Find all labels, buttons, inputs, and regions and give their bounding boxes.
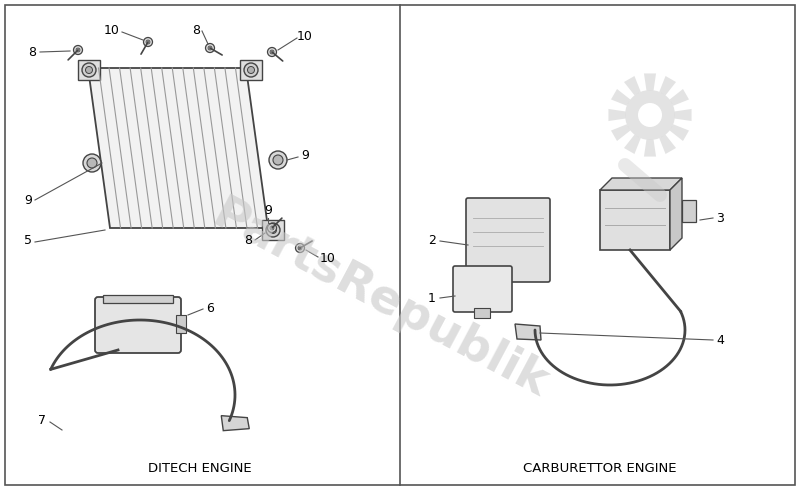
- Polygon shape: [659, 135, 676, 154]
- Bar: [262, 220, 284, 240]
- Text: 9: 9: [301, 148, 309, 162]
- Text: 10: 10: [104, 24, 120, 36]
- Circle shape: [270, 50, 274, 54]
- Bar: [474, 308, 490, 318]
- Polygon shape: [644, 74, 656, 90]
- Text: 2: 2: [428, 234, 436, 246]
- Circle shape: [625, 90, 675, 140]
- Bar: [176, 315, 186, 333]
- Circle shape: [146, 40, 150, 44]
- Circle shape: [76, 48, 80, 52]
- Text: 4: 4: [716, 334, 724, 346]
- Circle shape: [83, 154, 101, 172]
- Text: 10: 10: [320, 251, 336, 265]
- Circle shape: [269, 151, 287, 169]
- Polygon shape: [600, 178, 682, 190]
- Circle shape: [298, 246, 302, 250]
- Text: 8: 8: [244, 234, 252, 246]
- Circle shape: [273, 155, 283, 165]
- Circle shape: [208, 46, 212, 50]
- Polygon shape: [644, 140, 656, 157]
- Circle shape: [244, 63, 258, 77]
- Text: 10: 10: [297, 29, 313, 43]
- FancyBboxPatch shape: [453, 266, 512, 312]
- Polygon shape: [515, 324, 541, 340]
- Circle shape: [270, 226, 274, 230]
- Circle shape: [295, 244, 305, 252]
- Text: CARBURETTOR ENGINE: CARBURETTOR ENGINE: [523, 462, 677, 474]
- Polygon shape: [611, 124, 630, 141]
- Text: 1: 1: [428, 292, 436, 304]
- Polygon shape: [600, 190, 670, 250]
- Bar: [240, 60, 262, 80]
- Circle shape: [74, 46, 82, 54]
- Polygon shape: [674, 109, 691, 121]
- Circle shape: [270, 226, 277, 234]
- Polygon shape: [222, 416, 250, 431]
- Text: 8: 8: [28, 46, 36, 58]
- Text: 3: 3: [716, 212, 724, 224]
- Circle shape: [206, 44, 214, 52]
- Polygon shape: [670, 89, 689, 106]
- Circle shape: [267, 223, 277, 232]
- Polygon shape: [88, 68, 268, 228]
- FancyBboxPatch shape: [466, 198, 550, 282]
- Text: 6: 6: [206, 301, 214, 315]
- Circle shape: [87, 158, 97, 168]
- Circle shape: [247, 67, 254, 74]
- Text: 9: 9: [24, 194, 32, 206]
- FancyBboxPatch shape: [95, 297, 181, 353]
- Circle shape: [143, 38, 153, 47]
- Text: PartsRepublik: PartsRepublik: [205, 193, 555, 408]
- Text: 5: 5: [24, 234, 32, 246]
- Text: 7: 7: [38, 414, 46, 426]
- Text: DITECH ENGINE: DITECH ENGINE: [148, 462, 252, 474]
- Circle shape: [266, 223, 280, 237]
- Bar: [78, 60, 100, 80]
- Polygon shape: [609, 109, 626, 121]
- Polygon shape: [670, 178, 682, 250]
- Polygon shape: [611, 89, 630, 106]
- Circle shape: [267, 48, 277, 56]
- Bar: [103, 295, 173, 303]
- Bar: [682, 200, 696, 222]
- Text: 9: 9: [264, 203, 272, 217]
- Circle shape: [86, 67, 93, 74]
- Polygon shape: [670, 124, 689, 141]
- Circle shape: [638, 103, 662, 127]
- Text: 8: 8: [192, 24, 200, 36]
- Circle shape: [82, 63, 96, 77]
- Polygon shape: [624, 76, 641, 96]
- Polygon shape: [624, 135, 641, 154]
- Polygon shape: [659, 76, 676, 96]
